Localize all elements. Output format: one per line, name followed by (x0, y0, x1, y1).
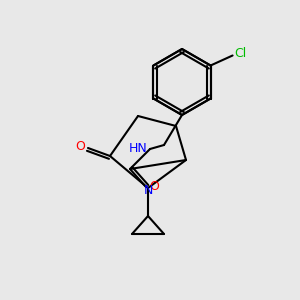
Text: O: O (149, 181, 159, 194)
Text: N: N (143, 184, 153, 196)
Text: HN: HN (129, 142, 148, 154)
Text: Cl: Cl (235, 47, 247, 60)
Text: O: O (75, 140, 85, 154)
